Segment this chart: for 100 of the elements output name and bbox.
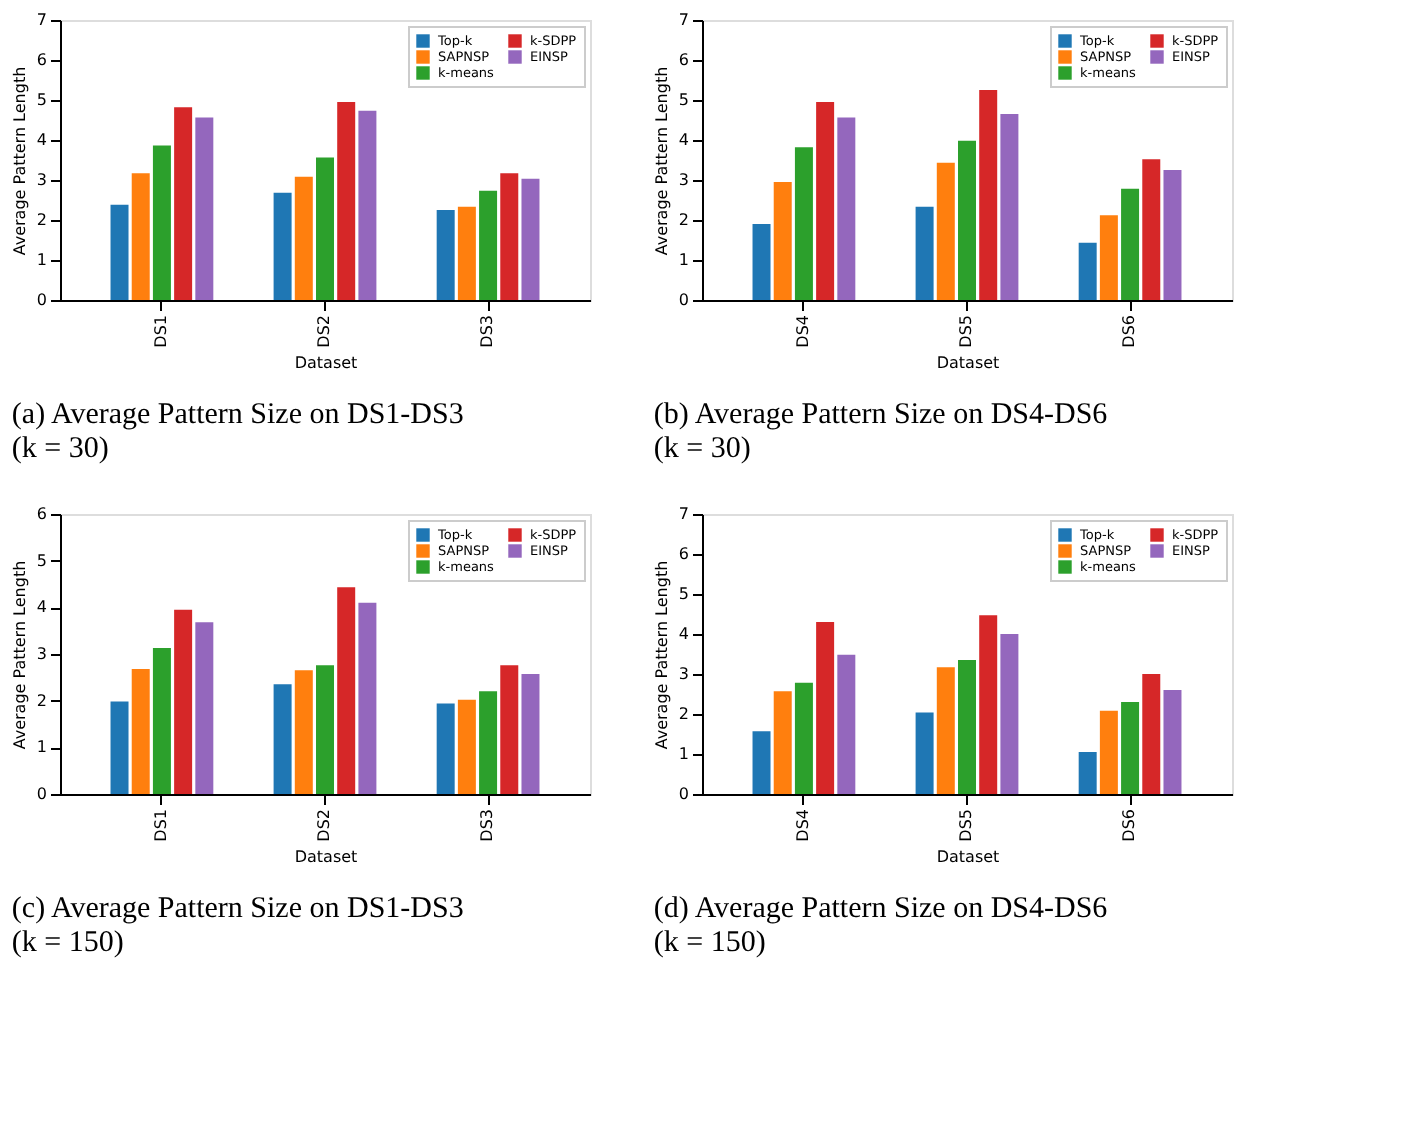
y-tick-label: 3 <box>36 645 47 663</box>
bar <box>1000 634 1019 794</box>
bar <box>152 647 171 794</box>
text: (c) Average Pattern Size on DS1-DS3 (k = 150) <box>11 892 464 959</box>
bar <box>752 224 771 300</box>
bar <box>915 206 934 300</box>
bar <box>1078 752 1097 794</box>
bar <box>294 670 313 794</box>
bar <box>816 102 835 300</box>
y-tick-label: 1 <box>36 251 47 269</box>
y-tick-label: 2 <box>36 691 47 710</box>
bar <box>273 684 292 794</box>
x-tick-label: DS5 <box>957 315 975 348</box>
bar <box>273 192 292 300</box>
x-tick-label: DS5 <box>957 809 975 842</box>
y-axis-title: Average Pattern Length <box>652 66 671 256</box>
y-tick-label: 3 <box>678 171 689 189</box>
bar <box>521 674 540 794</box>
x-tick-label: DS1 <box>151 809 170 842</box>
bar <box>457 699 476 794</box>
bar <box>773 182 792 300</box>
bar <box>358 602 377 794</box>
bar <box>958 140 976 300</box>
bar <box>457 206 476 300</box>
bar <box>794 147 813 300</box>
y-axis-title: Average Pattern Length <box>10 560 29 750</box>
y-axis-title: Average Pattern Length <box>10 66 29 256</box>
bar <box>337 587 356 794</box>
y-tick-label: 0 <box>678 785 689 803</box>
bar <box>174 107 193 300</box>
bar <box>1142 159 1161 300</box>
bar <box>436 210 455 300</box>
bar <box>195 117 214 300</box>
y-tick-label: 5 <box>36 91 47 109</box>
bar <box>358 110 377 300</box>
bar <box>110 701 129 794</box>
bar <box>110 204 129 300</box>
x-axis-title: Dataset <box>936 353 1000 372</box>
bar <box>152 145 171 300</box>
bar <box>500 173 519 300</box>
bar <box>436 703 455 794</box>
bar <box>195 622 214 794</box>
y-tick-label: 3 <box>36 171 47 189</box>
bar <box>794 682 813 794</box>
y-tick-label: 1 <box>678 745 689 763</box>
y-axis-title: Average Pattern Length <box>652 560 671 750</box>
y-tick-label: 4 <box>36 131 47 149</box>
y-tick-label: 0 <box>36 291 47 309</box>
text: (a) Average Pattern Size on DS1-DS3 (k = 30) <box>11 398 464 465</box>
bar <box>936 162 955 300</box>
x-axis-title: Dataset <box>294 353 358 372</box>
bar <box>958 660 976 794</box>
bar <box>1078 242 1097 300</box>
y-tick-label: 6 <box>678 545 689 563</box>
bar <box>174 609 193 794</box>
x-tick-label: DS2 <box>315 809 333 842</box>
bar <box>337 102 356 300</box>
y-tick-label: 6 <box>678 51 689 69</box>
y-tick-label: 7 <box>36 11 47 29</box>
text: (b) Average Pattern Size on DS4-DS6 (k = 30) <box>653 398 1109 465</box>
y-tick-label: 7 <box>678 11 689 29</box>
bar <box>1099 215 1118 300</box>
y-tick-label: 0 <box>36 785 47 803</box>
x-tick-label: DS6 <box>1120 809 1139 842</box>
y-tick-label: 2 <box>36 211 47 229</box>
y-tick-label: 3 <box>678 665 689 683</box>
bar <box>837 117 856 300</box>
bar <box>479 691 498 794</box>
y-tick-label: 5 <box>36 551 47 570</box>
x-tick-label: DS4 <box>793 809 812 842</box>
bar <box>1142 674 1161 794</box>
y-tick-label: 1 <box>36 738 47 757</box>
y-tick-label: 2 <box>678 211 689 229</box>
bar <box>1121 702 1140 794</box>
bar <box>1099 710 1118 794</box>
y-tick-label: 5 <box>678 91 689 109</box>
y-tick-label: 7 <box>678 505 689 523</box>
x-axis-title: Dataset <box>294 847 358 866</box>
y-tick-label: 4 <box>678 625 689 643</box>
x-tick-label: DS2 <box>315 315 333 348</box>
bar <box>316 157 334 300</box>
x-tick-label: DS1 <box>151 315 170 348</box>
x-tick-label: DS6 <box>1120 315 1139 348</box>
bar <box>1163 170 1182 300</box>
bar <box>316 665 334 794</box>
bar <box>979 615 998 794</box>
bar <box>915 712 934 794</box>
bar <box>500 665 519 794</box>
x-tick-label: DS3 <box>478 809 497 842</box>
bar <box>1163 690 1182 794</box>
y-tick-label: 6 <box>36 51 47 69</box>
bar <box>294 176 313 300</box>
bar <box>131 173 150 300</box>
text: (d) Average Pattern Size on DS4-DS6 (k = 150) <box>653 892 1109 959</box>
bar <box>131 668 150 794</box>
bar <box>1121 188 1140 300</box>
bar <box>773 691 792 794</box>
bar <box>521 178 540 300</box>
y-tick-label: 2 <box>678 705 689 723</box>
bar <box>752 731 771 794</box>
